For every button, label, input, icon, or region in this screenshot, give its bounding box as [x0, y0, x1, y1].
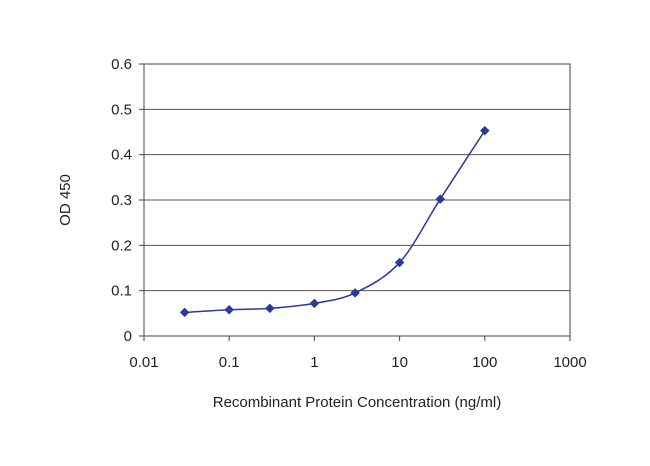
- data-point: [224, 304, 235, 315]
- x-tick-label: 0.1: [219, 354, 240, 371]
- y-tick-label: 0.6: [111, 56, 132, 73]
- y-tick-label: 0.2: [111, 237, 132, 254]
- x-axis-label: Recombinant Protein Concentration (ng/ml…: [213, 394, 501, 411]
- data-point: [309, 298, 320, 309]
- y-tick-label: 0.1: [111, 283, 132, 300]
- data-point: [264, 303, 275, 314]
- y-tick-label: 0: [124, 328, 132, 345]
- data-point: [435, 194, 446, 204]
- data-point: [479, 125, 490, 136]
- series-line-path: [184, 130, 486, 314]
- data-point: [179, 307, 190, 318]
- x-tick-label: 1: [310, 354, 318, 371]
- x-tick-label: 1000: [553, 354, 586, 371]
- y-tick-label: 0.5: [111, 101, 132, 118]
- data-point: [350, 288, 360, 298]
- y-axis-label: OD 450: [57, 174, 74, 226]
- data-point: [394, 257, 405, 268]
- y-tick-label: 0.4: [111, 147, 132, 164]
- series-points: [179, 125, 490, 318]
- y-axis: 0 0.1 0.2 0.3 0.4 0.5 0.6: [111, 56, 144, 345]
- x-tick-label: 10: [391, 354, 408, 371]
- x-axis: 0.01 0.1 1 10 100 1000: [129, 336, 587, 371]
- series-line: [184, 130, 486, 314]
- x-tick-label: 100: [472, 354, 497, 371]
- x-tick-label: 0.01: [129, 354, 158, 371]
- y-tick-label: 0.3: [111, 192, 132, 209]
